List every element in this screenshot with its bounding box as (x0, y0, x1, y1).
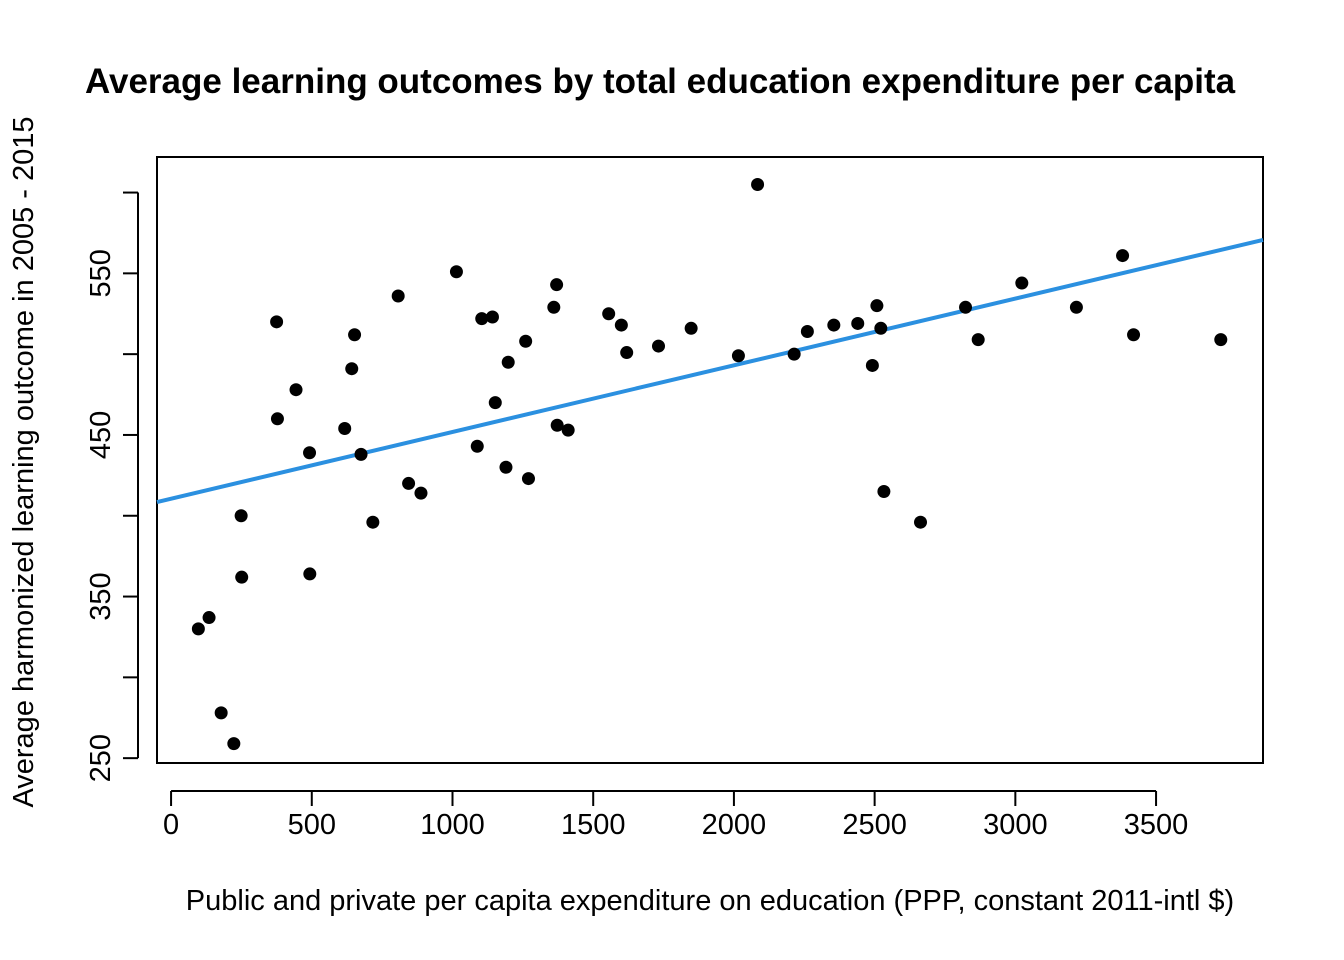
data-point (877, 485, 891, 499)
data-point (519, 334, 533, 348)
data-point (547, 300, 561, 314)
data-point (227, 737, 241, 751)
x-tick-label: 3000 (983, 809, 1048, 841)
data-point (787, 347, 801, 361)
data-point (959, 300, 973, 314)
data-point (303, 446, 317, 460)
data-point (366, 515, 380, 529)
data-point (501, 355, 515, 369)
data-point (550, 278, 564, 292)
data-point (521, 472, 535, 486)
data-point (475, 312, 489, 326)
data-point (971, 333, 985, 347)
x-tick-label: 2500 (842, 809, 907, 841)
data-point (865, 358, 879, 372)
data-point (684, 321, 698, 335)
data-point (827, 318, 841, 332)
data-point (485, 310, 499, 324)
trendline (156, 237, 1264, 504)
data-point (550, 418, 564, 432)
data-point (614, 318, 628, 332)
y-tick-label: 450 (85, 411, 117, 459)
data-point (202, 611, 216, 625)
data-point (1214, 333, 1228, 347)
data-point (338, 421, 352, 435)
x-tick-label: 500 (288, 809, 336, 841)
y-axis: 250 350 450 550 (85, 191, 139, 782)
data-point (235, 570, 249, 584)
data-point (449, 265, 463, 279)
data-point (561, 423, 575, 437)
data-point (620, 346, 634, 360)
x-tick-label: 1000 (420, 809, 485, 841)
y-axis-label: Average harmonized learning outcome in 2… (8, 116, 40, 807)
data-point (391, 289, 405, 303)
data-point (345, 362, 359, 376)
data-point (270, 412, 284, 426)
data-point (499, 460, 513, 474)
x-tick-label: 0 (163, 809, 179, 841)
x-tick-label: 1500 (561, 809, 626, 841)
y-tick-label: 350 (85, 572, 117, 620)
data-point (1015, 276, 1029, 290)
data-point (488, 396, 502, 410)
data-point (651, 339, 665, 353)
data-point (914, 515, 928, 529)
data-point (602, 307, 616, 321)
data-point (800, 325, 814, 339)
x-axis: 0 500 1000 1500 2000 2500 3000 3500 (163, 790, 1189, 841)
data-point (214, 706, 228, 720)
chart-title: Average learning outcomes by total educa… (85, 62, 1236, 101)
data-point (270, 315, 284, 329)
data-point (354, 447, 368, 461)
y-tick-label: 550 (85, 249, 117, 297)
data-point (1116, 249, 1130, 263)
data-point (289, 383, 303, 397)
data-point (851, 316, 865, 330)
x-tick-label: 2000 (702, 809, 767, 841)
data-point (402, 476, 416, 490)
data-point (191, 622, 205, 636)
x-axis-label: Public and private per capita expenditur… (186, 885, 1234, 917)
x-tick-label: 3500 (1124, 809, 1189, 841)
y-tick-label: 250 (85, 734, 117, 782)
data-points (191, 177, 1228, 751)
trendline-path (156, 237, 1264, 504)
data-point (470, 439, 484, 453)
data-point (1127, 328, 1141, 342)
data-point (348, 328, 362, 342)
data-point (870, 299, 884, 313)
data-point (303, 567, 317, 581)
data-point (751, 177, 765, 191)
data-point (1069, 300, 1083, 314)
data-point (874, 321, 888, 335)
data-point (731, 349, 745, 363)
plot-frame (156, 156, 1264, 764)
data-point (414, 486, 428, 500)
data-point (234, 509, 248, 523)
